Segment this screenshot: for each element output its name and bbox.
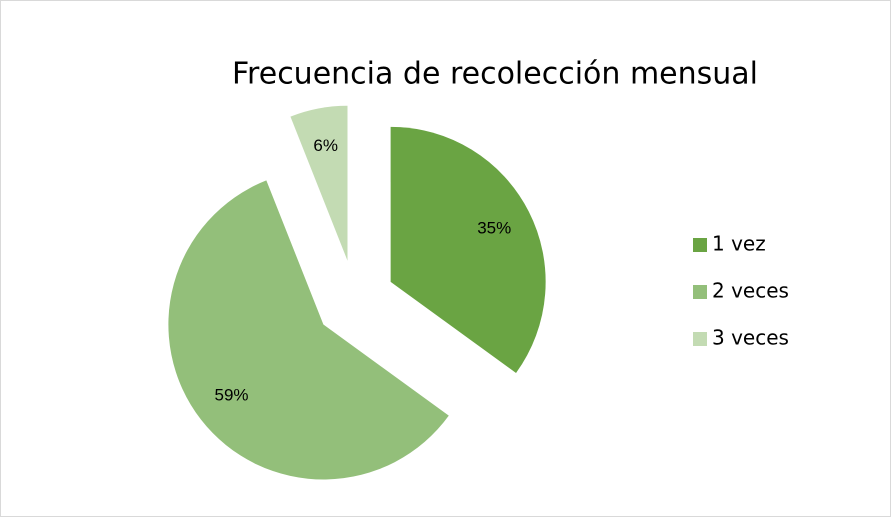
legend-label: 3 veces	[712, 326, 789, 350]
legend-swatch	[693, 285, 707, 299]
data-label: 59%	[215, 385, 249, 404]
data-label: 35%	[477, 219, 511, 238]
legend-swatch	[693, 332, 707, 346]
legend-label: 2 veces	[712, 279, 789, 303]
pie-slice	[168, 180, 449, 480]
pie-slice	[390, 126, 546, 373]
chart-title: Frecuencia de recolección mensual	[232, 57, 758, 92]
data-label: 6%	[313, 136, 338, 155]
legend-label: 1 vez	[712, 232, 766, 256]
legend-swatch	[693, 238, 707, 252]
pie-slice	[290, 105, 348, 261]
